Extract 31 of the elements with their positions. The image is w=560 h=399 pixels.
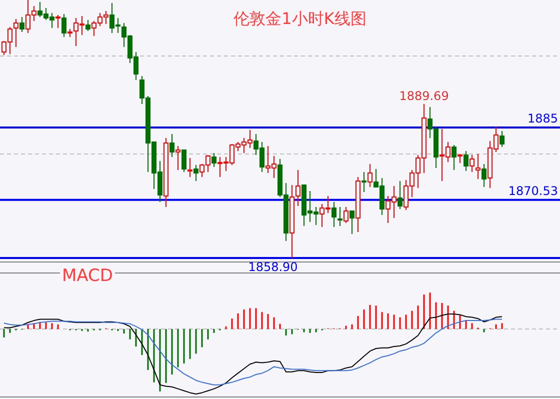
candlestick bbox=[169, 134, 174, 158]
candlestick bbox=[13, 18, 18, 48]
candlestick bbox=[344, 206, 349, 224]
candlestick bbox=[55, 14, 60, 28]
annotation: 1889.69 bbox=[399, 89, 449, 104]
candlestick bbox=[338, 206, 343, 226]
candlestick bbox=[187, 158, 192, 178]
candlestick bbox=[452, 144, 457, 170]
candlestick bbox=[470, 154, 475, 172]
candlestick bbox=[500, 130, 505, 148]
candlestick bbox=[211, 152, 217, 168]
ref-line-label: 1885 bbox=[527, 112, 558, 126]
candlestick bbox=[368, 164, 373, 188]
candlestick bbox=[398, 180, 403, 210]
candlestick bbox=[350, 210, 355, 234]
candlestick bbox=[175, 146, 180, 170]
ref-line-label: 1870.53 bbox=[508, 184, 558, 198]
candlestick bbox=[332, 202, 337, 228]
candlestick bbox=[85, 20, 90, 32]
candlestick bbox=[362, 172, 367, 192]
candlestick bbox=[464, 150, 469, 172]
candlestick bbox=[193, 164, 199, 182]
text: 伦敦金1小时K线图 bbox=[234, 9, 366, 28]
candlestick bbox=[476, 154, 481, 180]
candlestick bbox=[181, 150, 186, 172]
ref-line-label: 1858.90 bbox=[248, 260, 298, 274]
candlestick bbox=[61, 14, 66, 38]
candlestick bbox=[482, 164, 487, 188]
candlestick bbox=[19, 16, 24, 32]
chart-title: MACD bbox=[62, 266, 113, 286]
candlestick bbox=[295, 170, 301, 206]
